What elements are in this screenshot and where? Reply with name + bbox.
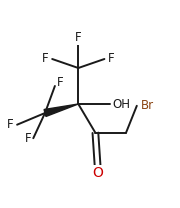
Text: OH: OH: [112, 98, 130, 110]
Text: F: F: [7, 118, 14, 131]
Text: F: F: [108, 52, 115, 66]
Text: F: F: [25, 132, 32, 145]
Text: F: F: [42, 52, 49, 66]
Text: F: F: [75, 31, 82, 44]
Text: F: F: [57, 76, 63, 89]
Text: O: O: [93, 166, 104, 180]
Polygon shape: [44, 104, 78, 116]
Text: Br: Br: [141, 99, 154, 112]
